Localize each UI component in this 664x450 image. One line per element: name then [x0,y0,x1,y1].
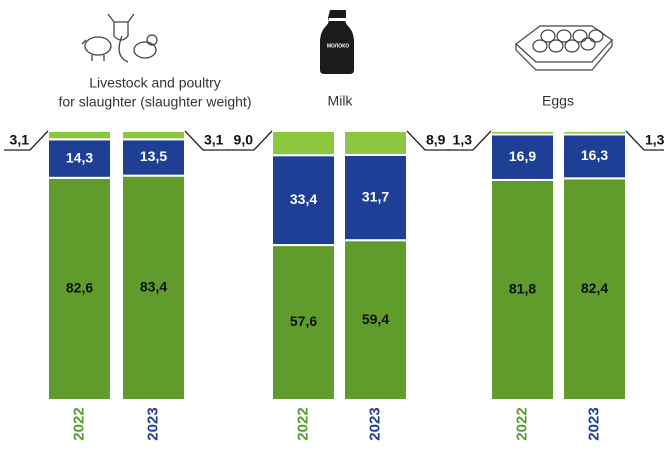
group-title: Milk [328,93,354,109]
value-label: 3,1 [10,132,30,148]
value-label: 31,7 [362,188,389,204]
value-label: 83,4 [140,279,167,295]
leader-line [4,130,49,151]
value-label: 16,3 [581,147,608,163]
value-label: 1,3 [453,132,473,148]
bar-segment [343,239,408,401]
year-label: 2022 [70,407,87,440]
value-label: 57,6 [290,313,317,329]
bottle-label: МОЛОКО [327,43,349,49]
value-label: 1,3 [645,132,664,148]
eggs-icon [515,25,613,71]
leader-line [184,130,229,151]
bar-segment [271,154,336,247]
value-label: 33,4 [290,191,317,207]
bar-segment [271,244,336,401]
group-title: Livestock and poultry [89,75,221,91]
bar-segment [562,130,627,136]
year-label: 2023 [366,407,383,440]
group-title: for slaughter (slaughter weight) [59,94,252,110]
leader-line [447,130,492,151]
bar-segment [562,177,627,401]
value-label: 13,5 [140,148,167,164]
value-label: 16,9 [509,148,536,164]
year-label: 2022 [513,407,530,440]
year-label: 2023 [144,407,161,440]
milk-icon: МОЛОКО [320,10,354,74]
bar-segment [47,176,112,401]
year-label: 2023 [585,407,602,440]
livestock-icon [81,13,158,63]
leader-line [228,130,273,151]
bar-segment [490,178,555,401]
value-label: 14,3 [66,149,93,165]
value-label: 59,4 [362,311,389,327]
leader-line [625,130,664,151]
group-title: Eggs [542,93,574,109]
bar-segment [490,130,555,136]
value-label: 81,8 [509,281,536,297]
year-label: 2022 [294,407,311,440]
bar-segment [343,153,408,242]
bar-segment [47,130,112,141]
value-label: 9,0 [234,132,254,148]
bar-segment [271,130,336,157]
bar-segment [343,130,408,156]
value-label: 8,9 [426,132,446,148]
bar-segment [121,130,186,141]
bar-segment [47,138,112,179]
value-label: 82,4 [581,280,608,296]
leader-line [406,130,451,151]
value-label: 3,1 [204,132,224,148]
value-label: 82,6 [66,280,93,296]
